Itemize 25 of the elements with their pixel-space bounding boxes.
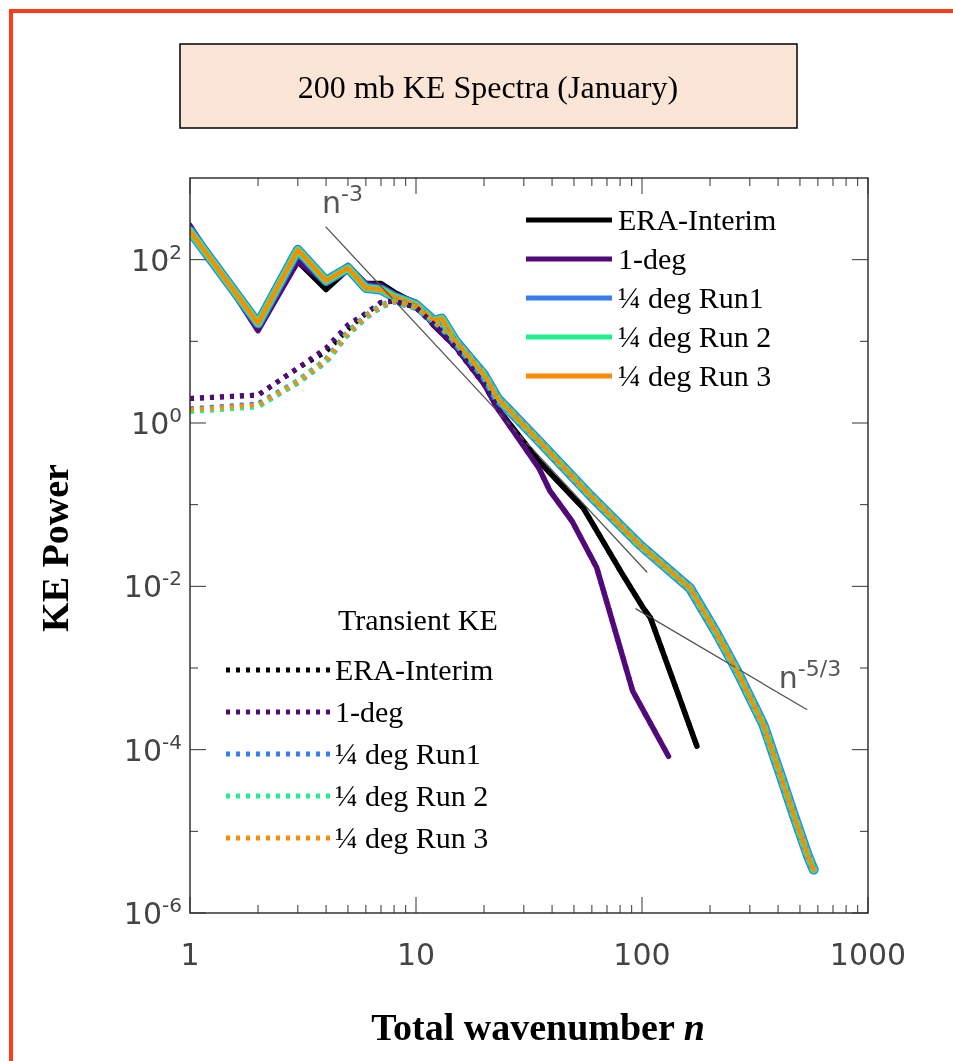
legend-title: Transient KE <box>338 603 498 636</box>
legend-label: ERA-Interim <box>335 653 494 686</box>
annotation: n$^{-3}$ <box>322 180 364 221</box>
y-tick-label: 10$^{0}$ <box>131 403 182 441</box>
legend-label: 1-deg <box>335 695 404 728</box>
legend-label: ¼ deg Run 3 <box>335 821 489 854</box>
y-axis-title: KE Power <box>34 463 76 632</box>
y-tick-label: 10$^{-6}$ <box>123 893 182 931</box>
legend-label: ERA-Interim <box>618 203 777 236</box>
annotation: n$^{-5/3}$ <box>778 655 842 695</box>
legend-label: ¼ deg Run1 <box>335 737 481 770</box>
y-tick-label: 10$^{2}$ <box>131 239 182 278</box>
legend-label: 1-deg <box>618 242 687 275</box>
x-axis-title: Total wavenumber n <box>371 1006 705 1048</box>
chart-title: 200 mb KE Spectra (January) <box>297 69 679 105</box>
y-tick-label: 10$^{-4}$ <box>123 729 182 768</box>
x-tick-label: 100 <box>613 937 671 972</box>
legend-label: ¼ deg Run 3 <box>618 359 772 392</box>
y-tick-label: 10$^{-2}$ <box>123 566 182 605</box>
x-tick-label: 1 <box>180 937 200 972</box>
legend-label: ¼ deg Run 2 <box>335 779 489 812</box>
legend-label: ¼ deg Run1 <box>618 281 764 314</box>
x-tick-label: 10 <box>396 937 436 972</box>
legend-label: ¼ deg Run 2 <box>618 320 772 353</box>
x-tick-label: 1000 <box>829 937 907 972</box>
